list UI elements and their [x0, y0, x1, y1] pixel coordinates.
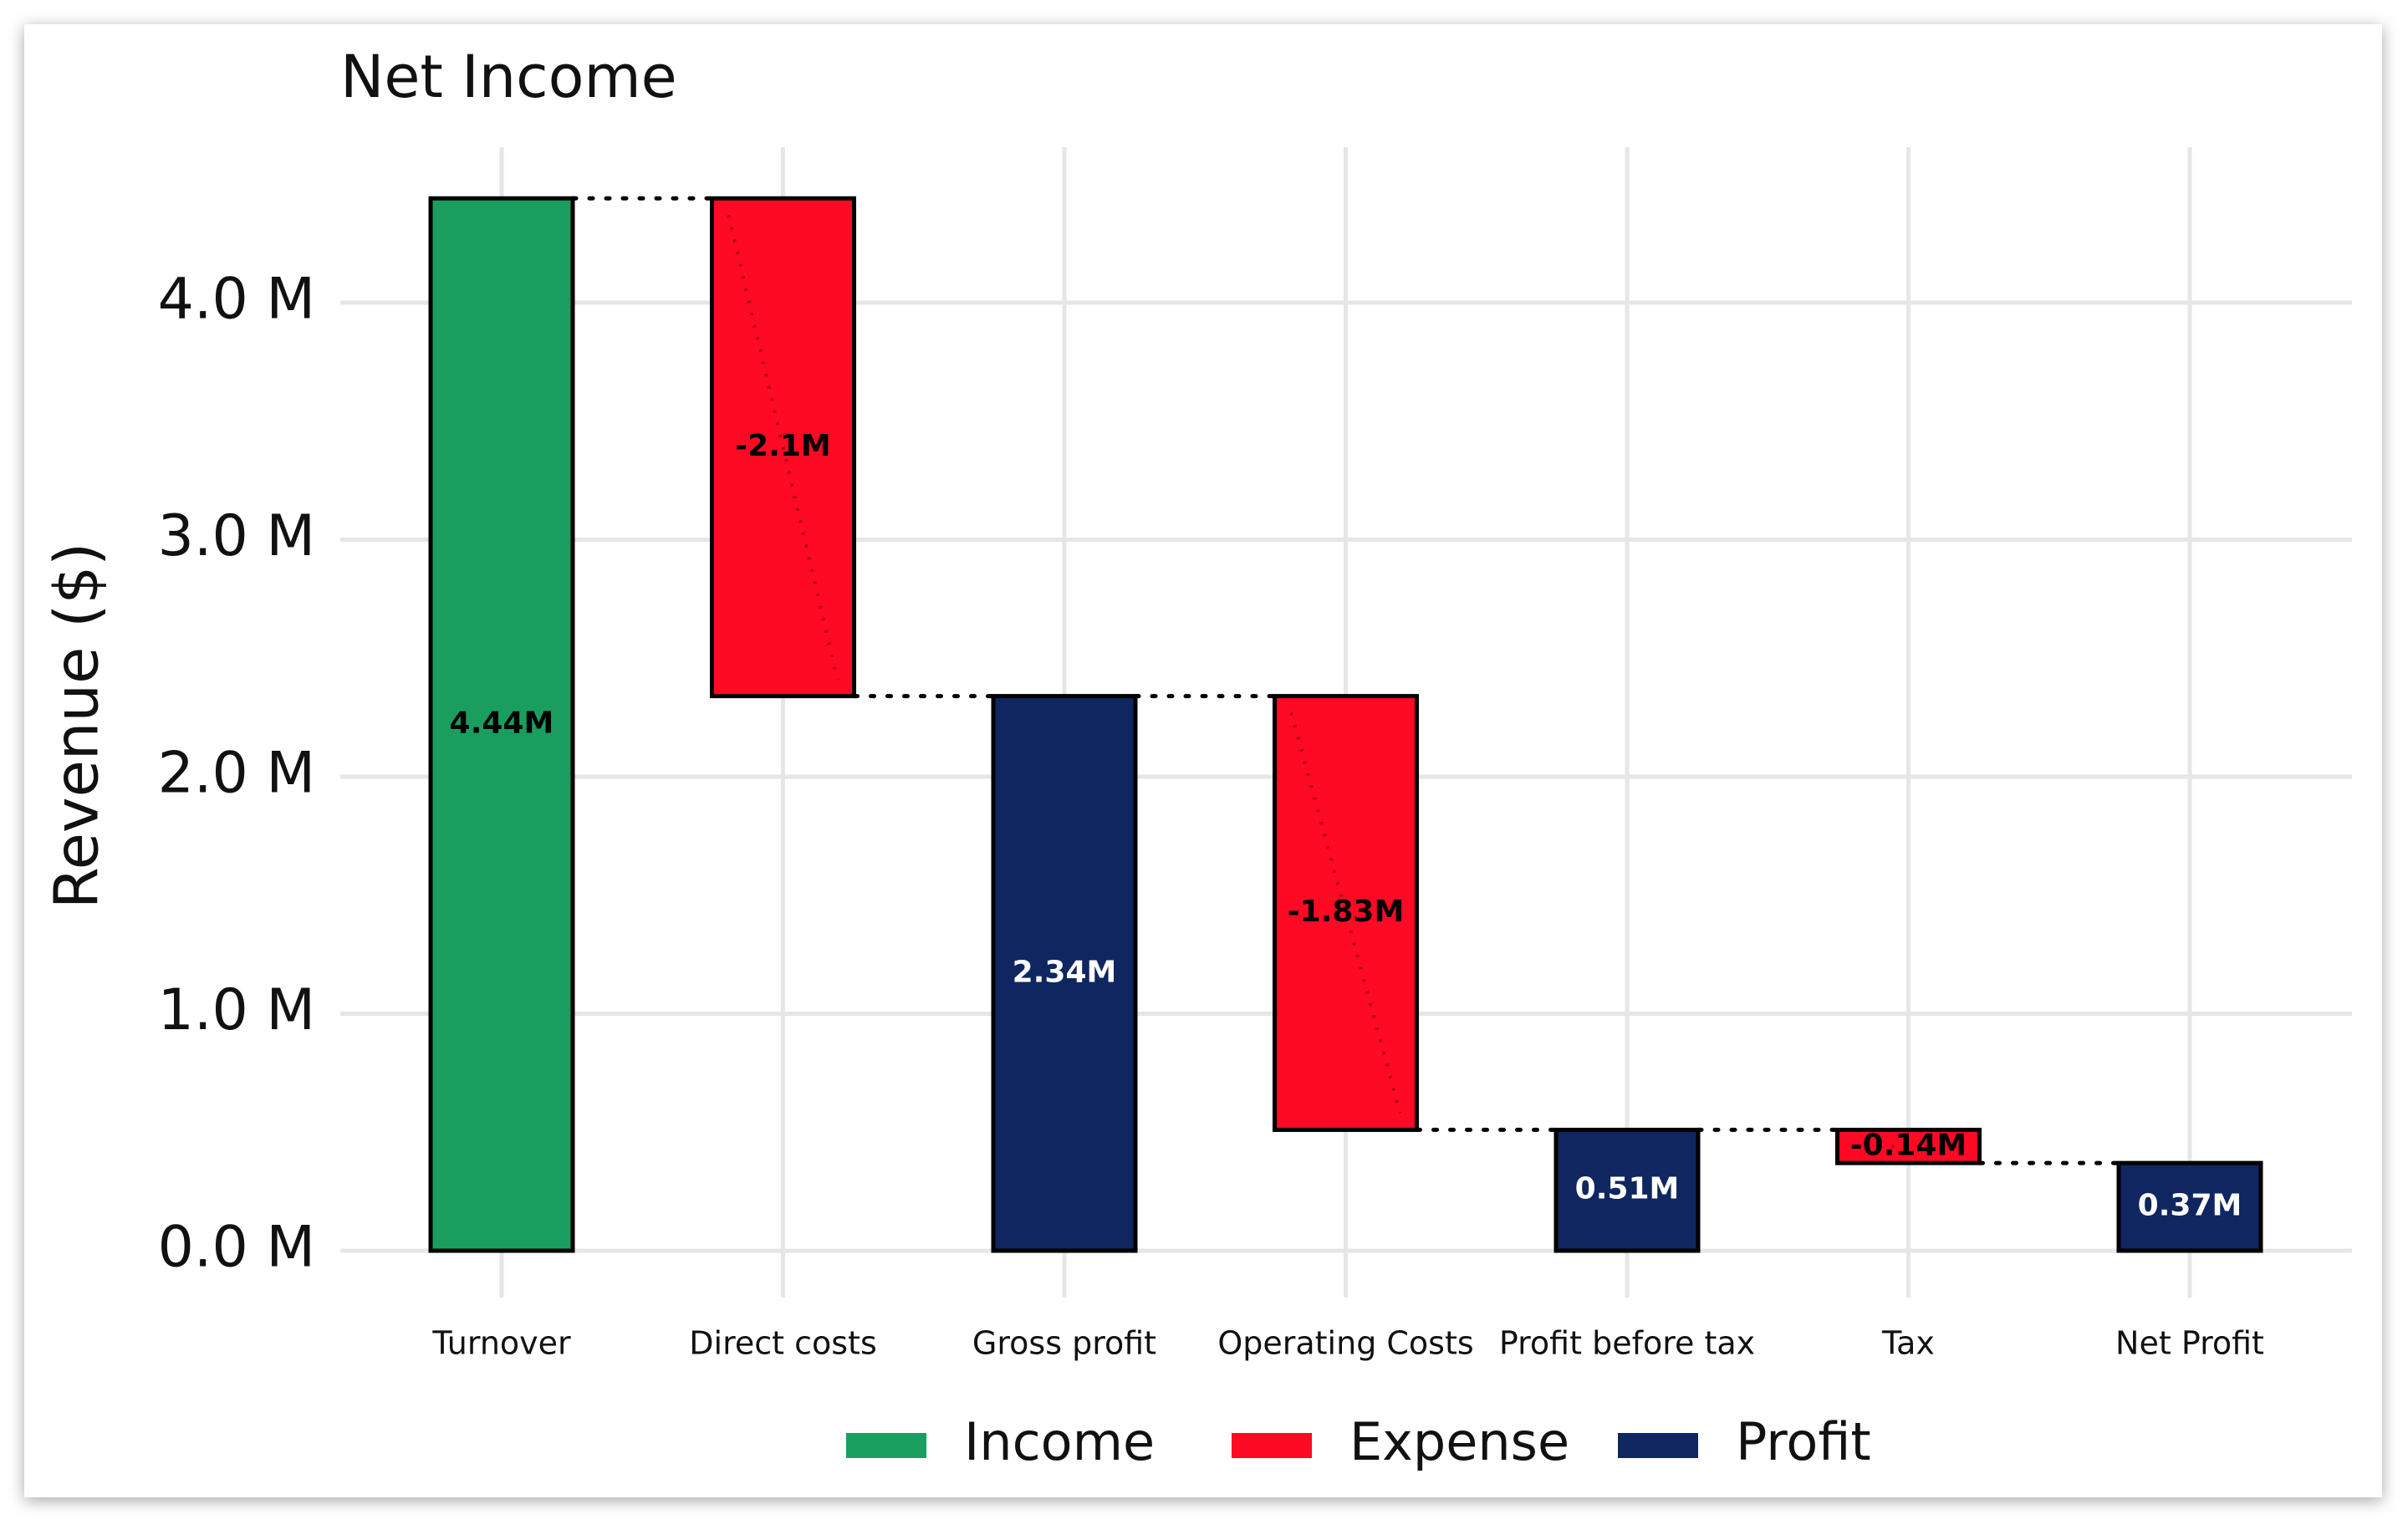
x-tick-label: Tax [1881, 1325, 1935, 1362]
legend: Income Expense Profit [846, 1411, 1871, 1472]
legend-swatch-expense [1232, 1433, 1312, 1458]
bar-turnover [428, 196, 575, 1253]
bar-value-label: -1.83M [1288, 895, 1405, 929]
x-tick-label: Gross profit [972, 1325, 1156, 1362]
x-tick-label: Direct costs [689, 1325, 877, 1362]
x-tick-label: Profit before tax [1499, 1325, 1755, 1362]
y-axis-ticks: 0.0 M 1.0 M 2.0 M 3.0 M 4.0 M [158, 267, 315, 1281]
connector-lines [570, 196, 2121, 1165]
y-tick-label: 1.0 M [158, 977, 315, 1043]
x-tick-label: Net Profit [2115, 1325, 2264, 1362]
bar-value-label: 0.51M [1575, 1172, 1680, 1206]
y-tick-label: 2.0 M [158, 741, 315, 807]
bars [428, 196, 2263, 1253]
y-axis-label: Revenue ($) [42, 543, 112, 909]
legend-label-profit: Profit [1736, 1411, 1871, 1472]
bar-net-profit [2116, 1160, 2263, 1253]
legend-swatch-profit [1618, 1433, 1698, 1458]
bar-value-label: 2.34M [1013, 955, 1117, 989]
chart-card: 4.44M -2.1M 2.34M -1.83M 0.51M -0.14M 0.37M 0.… [24, 24, 2382, 1497]
y-tick-label: 4.0 M [158, 267, 315, 333]
y-tick-label: 0.0 M [158, 1215, 315, 1281]
bar-tax [1835, 1127, 1982, 1165]
bar-value-label: 0.37M [2138, 1189, 2242, 1223]
y-tick-label: 3.0 M [158, 503, 315, 569]
x-tick-label: Turnover [431, 1325, 571, 1362]
x-axis-ticks: Turnover Direct costs Gross profit Operatin… [431, 1325, 2264, 1362]
legend-swatch-income [846, 1433, 926, 1458]
waterfall-chart: 4.44M -2.1M 2.34M -1.83M 0.51M -0.14M 0.37M 0.… [42, 43, 2352, 1472]
bar-labels: 4.44M -2.1M 2.34M -1.83M 0.51M -0.14M 0.37M [450, 429, 2242, 1223]
bar-value-label: 4.44M [450, 706, 554, 741]
x-tick-label: Operating Costs [1217, 1325, 1473, 1362]
bar-gross-profit [991, 694, 1138, 1253]
legend-label-expense: Expense [1349, 1411, 1569, 1472]
bar-value-label: -0.14M [1850, 1128, 1967, 1162]
expense-diagonal [727, 214, 839, 681]
legend-label-income: Income [964, 1411, 1155, 1472]
bar-profit-before-tax [1553, 1127, 1701, 1253]
chart-title: Net Income [340, 43, 677, 111]
bar-operating-costs [1273, 694, 1419, 1132]
bar-value-label: -2.1M [735, 429, 831, 463]
